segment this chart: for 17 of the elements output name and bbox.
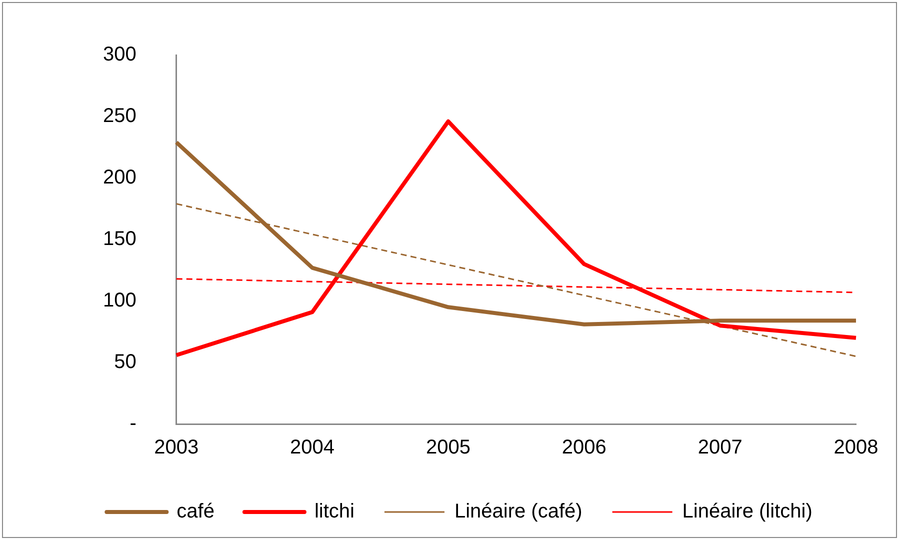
legend-label: litchi (314, 500, 354, 523)
y-tick-label: 300 (102, 44, 136, 66)
x-tick-label: 2005 (426, 436, 470, 459)
y-tick-label: - (130, 412, 136, 435)
y-tick-label: 50 (114, 351, 136, 374)
y-tick-label: 250 (102, 105, 136, 128)
x-tick-label: 2008 (834, 436, 878, 459)
x-tick-label: 2004 (290, 436, 335, 459)
legend-label: café (176, 500, 214, 523)
x-tick-label: 2003 (154, 436, 199, 459)
y-tick-label: 200 (102, 166, 136, 189)
y-tick-label: 150 (102, 228, 136, 250)
x-tick-label: 2007 (698, 436, 742, 459)
legend-label: Linéaire (litchi) (682, 500, 812, 523)
y-tick-label: 100 (102, 290, 136, 312)
x-tick-label: 2006 (562, 436, 606, 459)
legend-label: Linéaire (café) (454, 500, 582, 523)
